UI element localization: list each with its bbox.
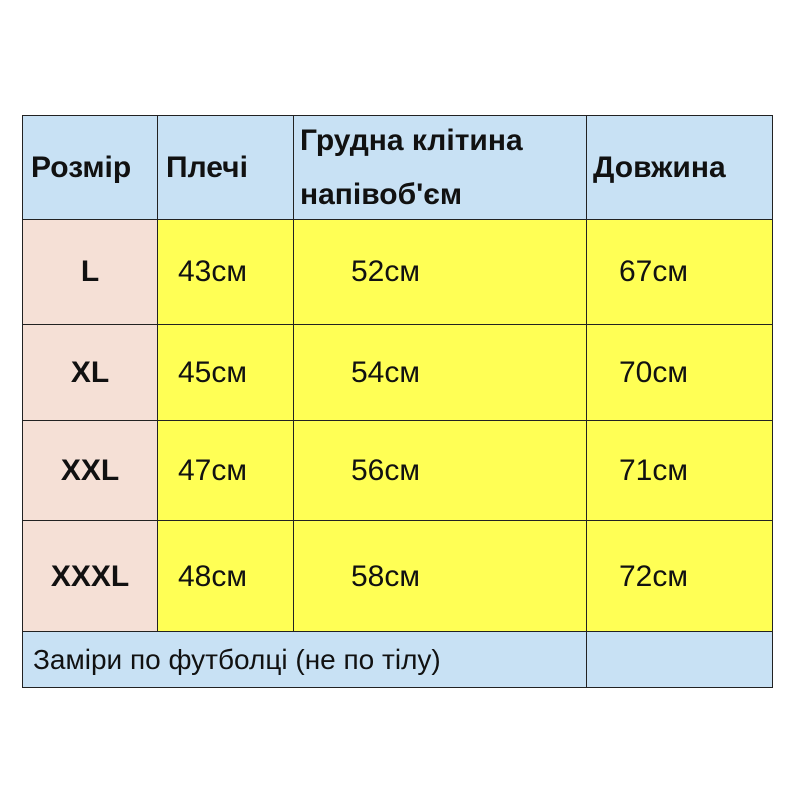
size-value: L <box>80 255 100 288</box>
length-value: 67см <box>619 255 688 288</box>
header-size-label: Розмір <box>31 150 132 184</box>
shoulders-value: 47см <box>178 453 247 487</box>
table-cell-shoulders: 48см <box>157 520 294 633</box>
length-value: 70см <box>619 355 688 389</box>
header-chest: Грудна клітина напівоб'єм <box>293 115 587 220</box>
table-cell-chest: 56см <box>293 420 587 521</box>
header-chest-line2: напівоб'єм <box>300 177 463 211</box>
chest-value: 54см <box>351 355 420 389</box>
header-chest-line1: Грудна клітина <box>300 123 523 157</box>
header-length-label: Довжина <box>593 150 726 184</box>
chest-value: 56см <box>351 453 420 487</box>
header-shoulders: Плечі <box>157 115 294 220</box>
table-cell-length: 67см <box>586 219 773 325</box>
table-cell-size: XXL <box>22 420 158 521</box>
footer-note-text: Заміри по футболці (не по тілу) <box>33 643 441 675</box>
table-cell-shoulders: 45см <box>157 324 294 421</box>
table-cell-size: XXXL <box>22 520 158 633</box>
length-value: 71см <box>619 453 688 487</box>
header-length: Довжина <box>586 115 773 220</box>
table-cell-shoulders: 43см <box>157 219 294 325</box>
shoulders-value: 43см <box>178 255 247 288</box>
chest-value: 52см <box>351 255 420 288</box>
size-value: XXL <box>60 453 120 487</box>
table-cell-chest: 52см <box>293 219 587 325</box>
table-cell-size: L <box>22 219 158 325</box>
table-cell-length: 70см <box>586 324 773 421</box>
table-cell-length: 71см <box>586 420 773 521</box>
table-cell-chest: 54см <box>293 324 587 421</box>
footer-empty-cell <box>586 631 773 688</box>
shoulders-value: 48см <box>178 559 247 593</box>
shoulders-value: 45см <box>178 355 247 389</box>
chest-value: 58см <box>351 559 420 593</box>
size-value: XL <box>70 355 110 389</box>
table-cell-size: XL <box>22 324 158 421</box>
length-value: 72см <box>619 559 688 593</box>
footer-note: Заміри по футболці (не по тілу) <box>22 631 587 688</box>
size-value: XXXL <box>50 559 130 593</box>
header-shoulders-label: Плечі <box>166 150 248 184</box>
header-size: Розмір <box>22 115 158 220</box>
table-cell-chest: 58см <box>293 520 587 633</box>
table-cell-shoulders: 47см <box>157 420 294 521</box>
table-cell-length: 72см <box>586 520 773 633</box>
